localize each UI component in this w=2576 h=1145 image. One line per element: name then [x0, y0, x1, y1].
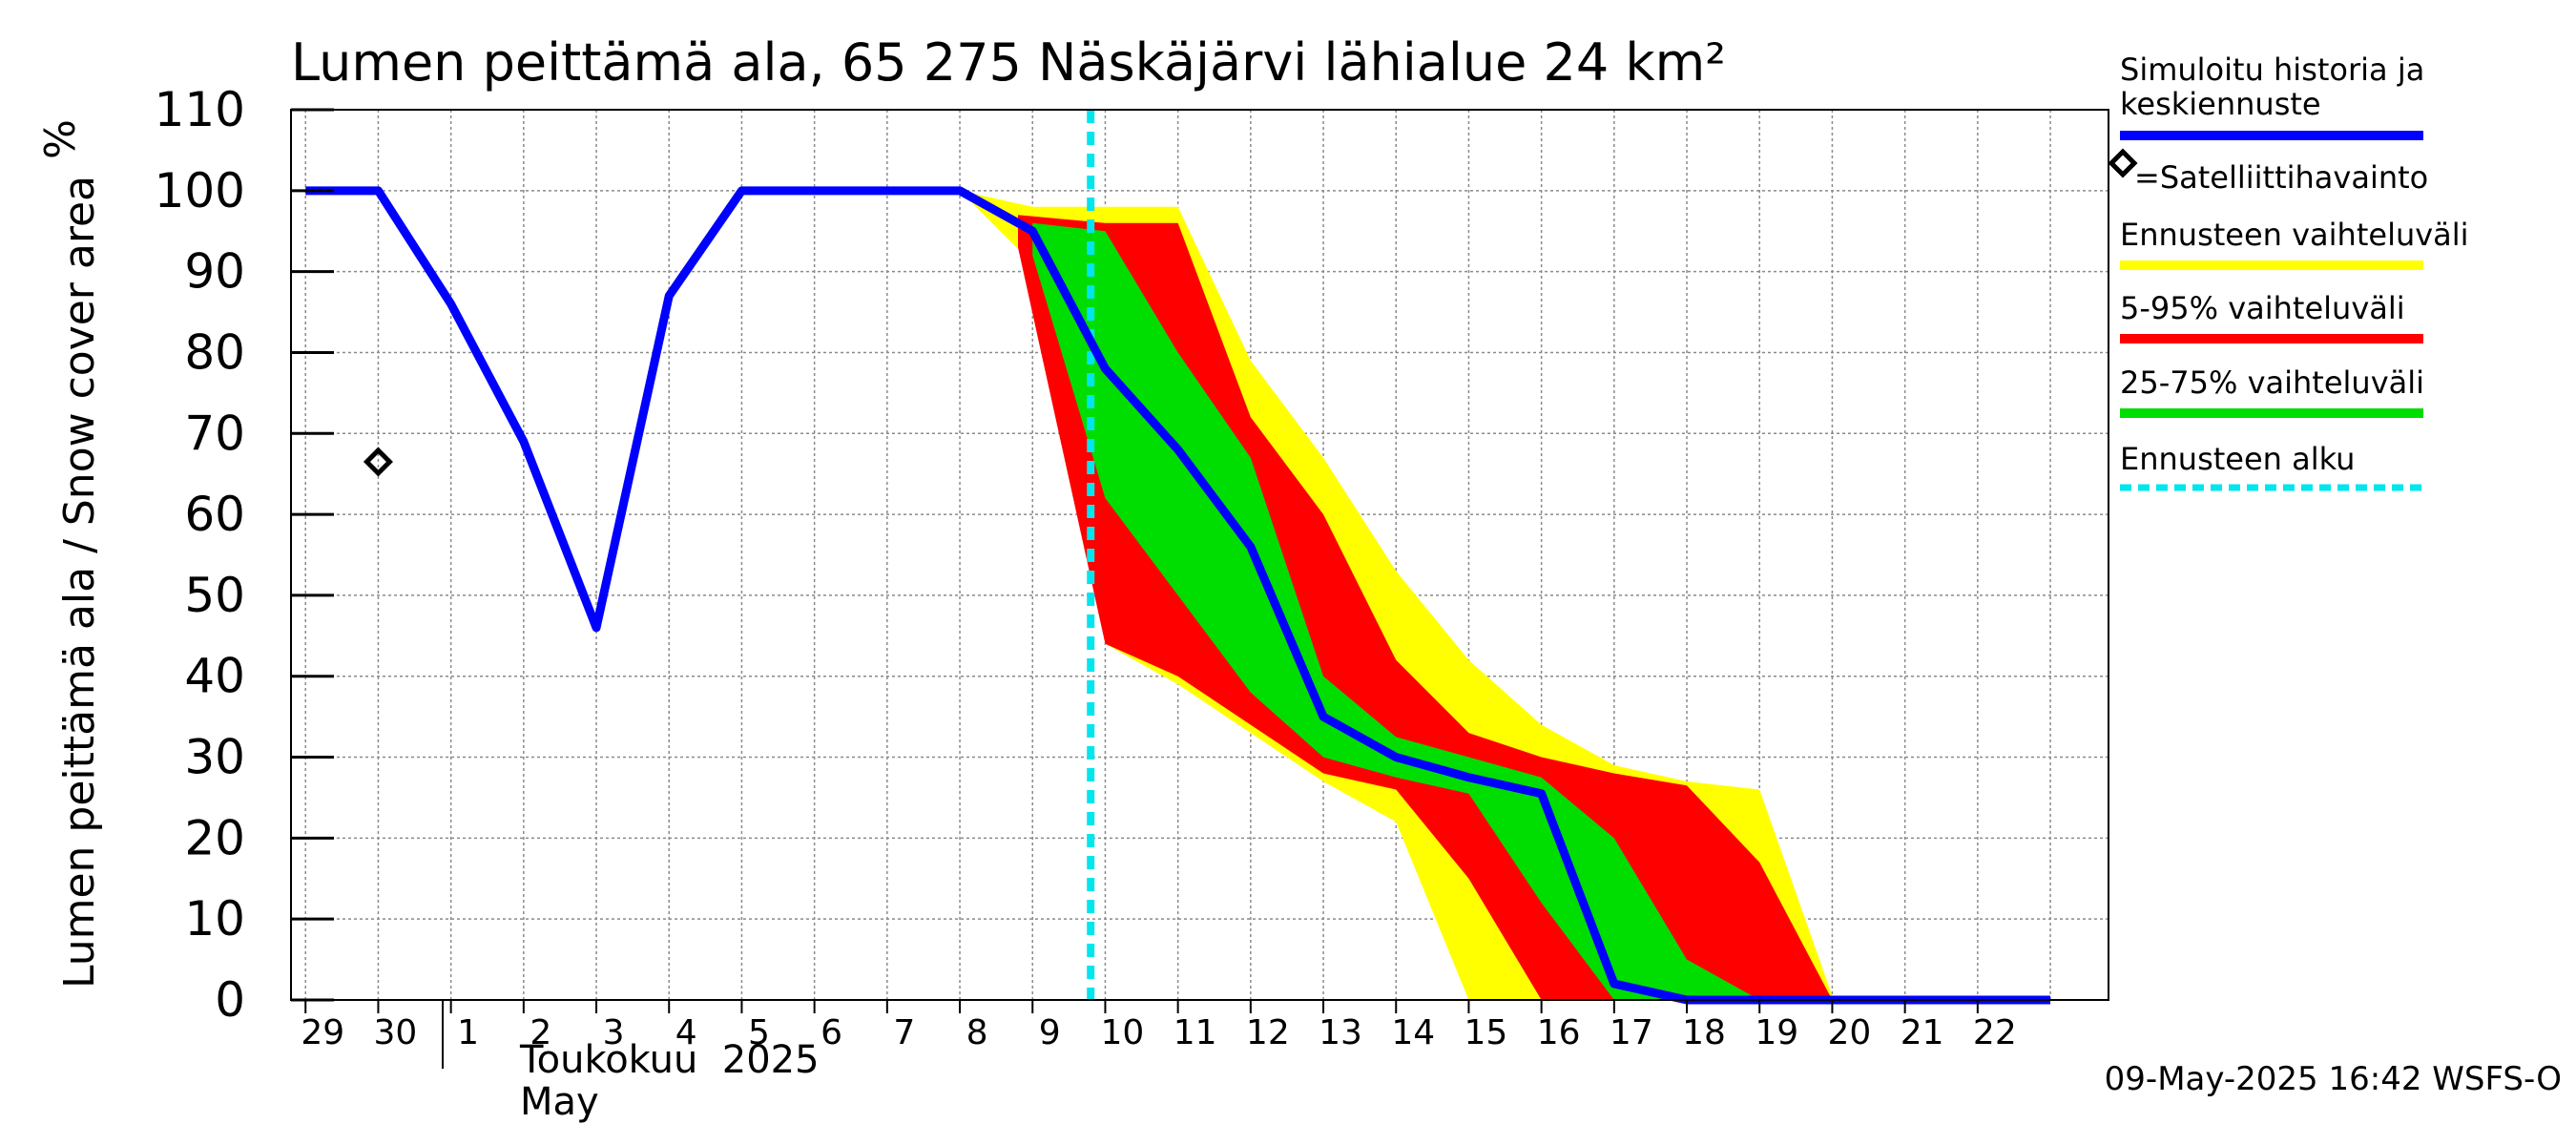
y-tick-label: 100: [155, 163, 245, 219]
x-tick-label: 18: [1682, 1013, 1726, 1052]
satellite-observations: [363, 447, 393, 477]
x-tick-label: 30: [374, 1013, 418, 1052]
y-tick-label: 30: [184, 730, 245, 785]
legend-label: Ennusteen alku: [2120, 441, 2355, 477]
legend-label-line: keskiennuste: [2120, 86, 2321, 122]
band-25-75-vaihteluv-li: [1032, 222, 1760, 1000]
x-tick-label: 21: [1901, 1013, 1944, 1052]
y-tick-label: 110: [155, 82, 245, 137]
y-tick-label: 70: [184, 406, 245, 461]
x-tick-label: 22: [1973, 1013, 2017, 1052]
x-tick-label: 13: [1319, 1013, 1362, 1052]
footer-timestamp: 09-May-2025 16:42 WSFS-O: [2105, 1060, 2562, 1098]
axes-frame: [290, 109, 2109, 1001]
x-tick-label: 10: [1101, 1013, 1145, 1052]
legend-label-line: Simuloitu historia ja: [2120, 52, 2424, 88]
x-tick-label: 6: [821, 1013, 842, 1052]
legend-diamond-icon: [2108, 148, 2138, 178]
x-tick-label: 5: [748, 1013, 770, 1052]
x-tick-label: 16: [1537, 1013, 1581, 1052]
y-tick-label: 20: [184, 810, 245, 865]
y-tick-label: 50: [184, 568, 245, 623]
x-tick-label: 29: [301, 1013, 344, 1052]
y-axis-label: Lumen peittämä ala / Snow cover area: [55, 176, 104, 989]
legend-label: Simuloitu historia ja keskiennuste: [2120, 52, 2424, 122]
legend: Simuloitu historia ja keskiennuste =Satell…: [2108, 52, 2469, 491]
x-tick-label: 20: [1828, 1013, 1872, 1052]
x-tick-label: 1: [457, 1013, 479, 1052]
x-tick-label: 9: [1039, 1013, 1061, 1052]
legend-label: =Satelliittihavainto: [2134, 159, 2428, 196]
x-tick-label: 19: [1755, 1013, 1798, 1052]
x-tick-label: 4: [675, 1013, 697, 1052]
y-tick-label: 40: [184, 649, 245, 704]
x-tick-label: 8: [966, 1013, 988, 1052]
legend-label: 5-95% vaihteluväli: [2120, 290, 2405, 326]
legend-label: Ennusteen vaihteluväli: [2120, 217, 2469, 253]
x-tick-label: 15: [1465, 1013, 1508, 1052]
forecast-bands: [960, 190, 1833, 1000]
chart-title: Lumen peittämä ala, 65 275 Näskäjärvi lä…: [291, 32, 1726, 93]
month-label-fi: Toukokuu 2025: [519, 1038, 820, 1082]
y-tick-label: 10: [184, 891, 245, 947]
x-tick-label: 14: [1391, 1013, 1435, 1052]
y-tick-label: 80: [184, 324, 245, 380]
x-tick-label: 11: [1174, 1013, 1217, 1052]
x-tick-label: 17: [1610, 1013, 1653, 1052]
y-tick-labels: 0 10 20 30 40 50 60 70 80 90 100 110: [155, 82, 334, 1028]
y-tick-label: 0: [215, 972, 245, 1028]
plot-frame: [290, 109, 2109, 1001]
x-tick-label: 3: [603, 1013, 625, 1052]
observation-point: [363, 447, 393, 477]
band-5-95-vaihteluv-li: [1018, 215, 1833, 1000]
x-tick-label: 2: [530, 1013, 551, 1052]
legend-label: 25-75% vaihteluväli: [2120, 364, 2424, 401]
y-unit: %: [36, 119, 85, 159]
x-tick-label: 7: [893, 1013, 915, 1052]
x-tick-labels: 29 30 1 2 3 4 5 6 7 8 9 10 11 12 13 14 15 16 17 18 19 20 21 22: [301, 1000, 2017, 1052]
y-tick-label: 60: [184, 487, 245, 542]
month-label-en: May: [520, 1080, 599, 1124]
x-tick-label: 12: [1246, 1013, 1290, 1052]
y-tick-label: 90: [184, 244, 245, 300]
